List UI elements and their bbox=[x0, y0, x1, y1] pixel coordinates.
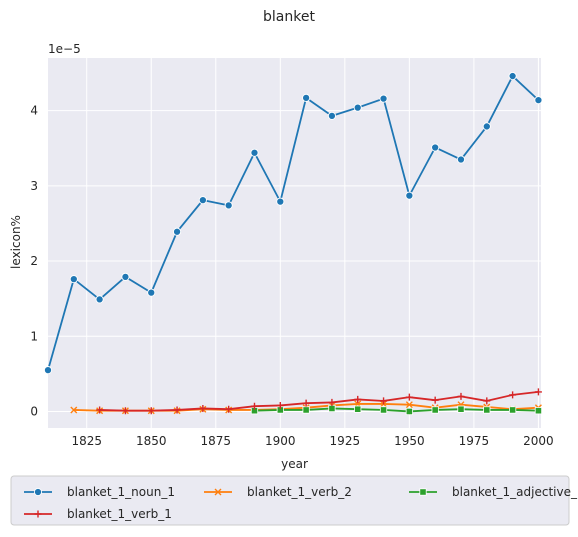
data-point bbox=[95, 295, 104, 304]
data-point bbox=[457, 405, 465, 413]
y-tick-label: 3 bbox=[30, 179, 38, 193]
data-point bbox=[224, 201, 233, 210]
data-point bbox=[379, 94, 388, 103]
gridlines bbox=[48, 58, 541, 428]
y-tick-label: 1 bbox=[30, 329, 38, 343]
data-point bbox=[508, 71, 517, 81]
data-point bbox=[534, 407, 543, 415]
data-point bbox=[380, 397, 388, 405]
legend-box bbox=[10, 475, 570, 526]
series-blanket_1_noun_1 bbox=[43, 71, 543, 375]
data-point bbox=[405, 407, 413, 416]
x-axis-ticks: 1825 1850 1875 1900 1925 1950 1975 2000 bbox=[71, 434, 553, 448]
data-point bbox=[198, 196, 207, 205]
legend: blanket_1_noun_1 blanket_1_verb_2 blanket_… bbox=[10, 475, 578, 526]
x-axis-label: year bbox=[281, 457, 308, 471]
x-tick-label: 1850 bbox=[136, 434, 167, 448]
data-point bbox=[43, 366, 53, 375]
data-point bbox=[147, 288, 156, 297]
data-point bbox=[250, 402, 258, 410]
data-point bbox=[147, 407, 155, 415]
data-point bbox=[456, 155, 466, 164]
data-point bbox=[173, 406, 181, 414]
legend-marker bbox=[214, 488, 222, 496]
legend-item: blanket_1_verb_1 bbox=[24, 507, 172, 521]
data-point bbox=[302, 399, 310, 407]
data-point bbox=[483, 397, 491, 405]
data-point bbox=[354, 395, 362, 403]
series-group bbox=[43, 71, 543, 416]
series-blanket_1_verb_1 bbox=[96, 388, 542, 415]
data-point bbox=[70, 406, 78, 414]
data-point bbox=[483, 406, 491, 414]
data-point bbox=[534, 388, 542, 396]
data-point bbox=[250, 148, 259, 157]
data-point bbox=[327, 111, 336, 120]
legend-marker bbox=[34, 510, 42, 518]
data-point bbox=[276, 401, 284, 409]
data-point bbox=[276, 197, 285, 206]
x-tick-label: 1875 bbox=[201, 434, 232, 448]
legend-item: blanket_1_verb_2 bbox=[204, 485, 352, 499]
data-point bbox=[457, 392, 465, 400]
data-point bbox=[96, 406, 104, 414]
legend-label: blanket_1_verb_1 bbox=[67, 507, 172, 521]
series-line bbox=[47, 75, 540, 371]
y-axis-label: lexicon% bbox=[9, 215, 23, 269]
legend-marker bbox=[33, 487, 43, 497]
series-blanket_1_adjective_1 bbox=[250, 404, 543, 416]
data-point bbox=[509, 406, 517, 414]
data-point bbox=[379, 406, 388, 414]
x-tick-label: 1975 bbox=[459, 434, 490, 448]
x-tick-label: 1825 bbox=[71, 434, 102, 448]
data-point bbox=[121, 272, 130, 281]
legend-label: blanket_1_adjective_1 bbox=[452, 485, 578, 499]
data-point bbox=[302, 93, 311, 102]
data-point bbox=[199, 404, 207, 412]
data-point bbox=[302, 406, 310, 414]
y-tick-label: 4 bbox=[30, 104, 38, 118]
series-line bbox=[254, 407, 539, 413]
plot-background bbox=[48, 58, 541, 428]
legend-item: blanket_1_noun_1 bbox=[24, 485, 175, 499]
data-point bbox=[482, 122, 491, 131]
data-point bbox=[328, 398, 336, 406]
x-tick-label: 2000 bbox=[523, 434, 554, 448]
data-point bbox=[353, 103, 362, 112]
data-point bbox=[225, 405, 233, 413]
data-point bbox=[354, 405, 362, 413]
legend-label: blanket_1_verb_2 bbox=[247, 485, 352, 499]
data-point bbox=[534, 96, 543, 105]
chart-title: blanket bbox=[263, 9, 315, 25]
data-point bbox=[328, 404, 336, 413]
data-point bbox=[173, 227, 182, 236]
x-tick-label: 1925 bbox=[330, 434, 361, 448]
x-tick-label: 1950 bbox=[394, 434, 425, 448]
series-line bbox=[99, 391, 539, 412]
data-point bbox=[405, 393, 413, 401]
y-offset-label: 1e−5 bbox=[48, 42, 81, 56]
data-point bbox=[69, 275, 78, 284]
data-point bbox=[431, 406, 439, 414]
legend-label: blanket_1_noun_1 bbox=[67, 485, 175, 499]
y-tick-label: 0 bbox=[30, 404, 38, 418]
data-point bbox=[405, 191, 414, 200]
legend-item: blanket_1_adjective_1 bbox=[409, 485, 578, 499]
x-tick-label: 1900 bbox=[265, 434, 296, 448]
y-tick-label: 2 bbox=[30, 254, 38, 268]
y-axis-ticks: 0 1 2 3 4 bbox=[30, 104, 38, 419]
legend-marker bbox=[419, 488, 427, 496]
data-point bbox=[431, 396, 439, 404]
data-point bbox=[431, 143, 440, 152]
data-point bbox=[405, 401, 413, 409]
data-point bbox=[509, 391, 517, 399]
data-point bbox=[121, 407, 129, 415]
